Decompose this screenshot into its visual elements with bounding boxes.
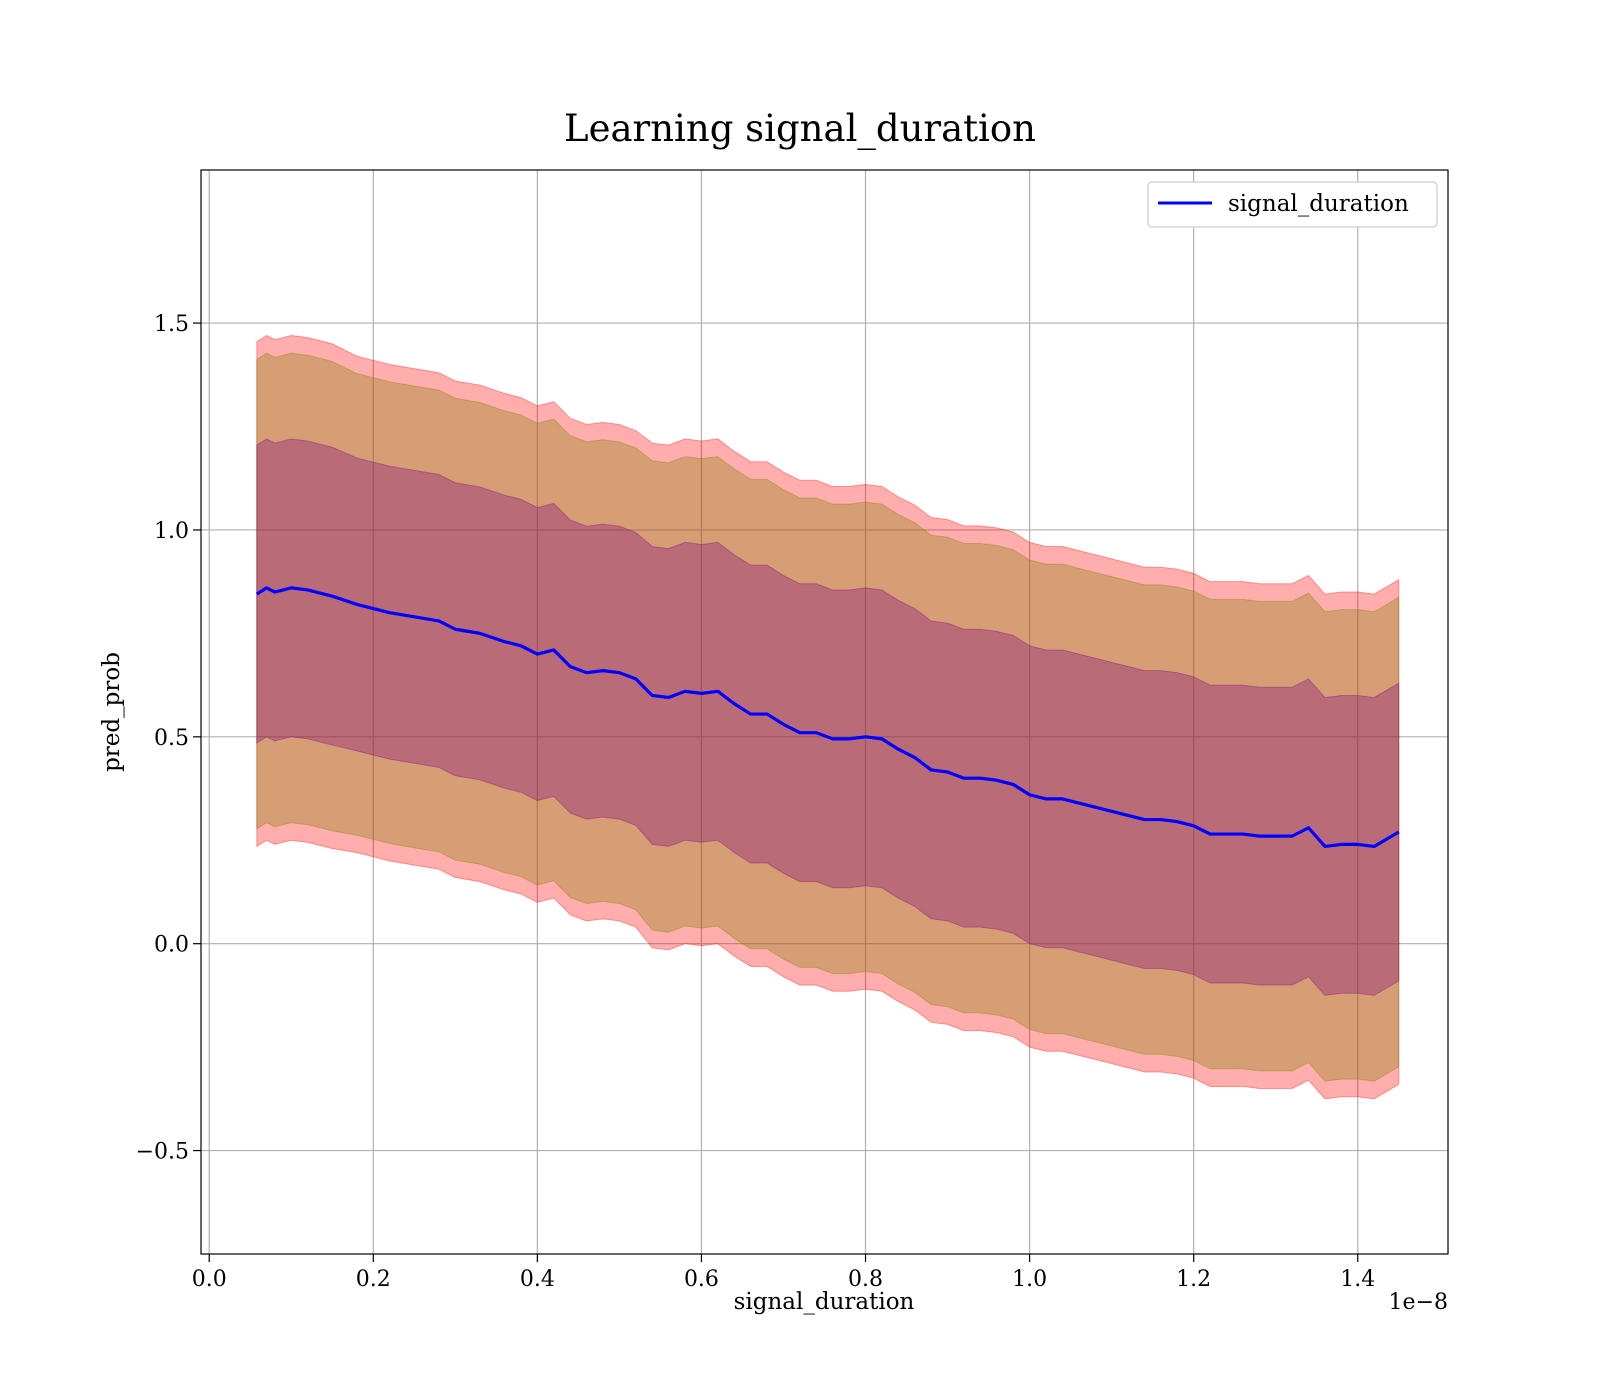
y-axis-label: pred_prob <box>99 652 125 772</box>
band-outer <box>256 334 1400 1100</box>
x-tick-label: 1.0 <box>1012 1267 1047 1292</box>
y-tick-label: 0.0 <box>154 933 189 958</box>
y-tick-label: −0.5 <box>136 1140 189 1165</box>
x-tick-label: 0.0 <box>192 1267 227 1292</box>
x-tick-label: 0.2 <box>356 1267 391 1292</box>
x-axis-label: signal_duration <box>734 1289 915 1315</box>
x-tick-label: 1.2 <box>1176 1267 1211 1292</box>
series-line-signal-duration <box>255 586 1400 849</box>
band-middle <box>256 352 1400 1082</box>
x-tick-label: 0.8 <box>848 1267 883 1292</box>
series-lines <box>255 586 1400 849</box>
y-tick-label: 1.0 <box>154 519 189 544</box>
x-tick-label: 0.6 <box>684 1267 719 1292</box>
legend: signal_duration <box>1147 181 1438 228</box>
confidence-bands <box>256 334 1400 1100</box>
plot-frame <box>200 169 1449 1255</box>
y-axis-ticks: −0.5 0.0 0.5 1.0 1.5 <box>136 312 201 1165</box>
x-axis-offset-label: 1e−8 <box>1389 1290 1448 1315</box>
legend-box <box>1147 181 1438 228</box>
x-tick-label: 1.4 <box>1340 1267 1375 1292</box>
chart-title: Learning signal_duration <box>564 107 1036 151</box>
x-tick-label: 0.4 <box>520 1267 555 1292</box>
y-tick-label: 0.5 <box>154 726 189 751</box>
x-axis-ticks: 0.0 0.2 0.4 0.6 0.8 1.0 1.2 1.4 <box>192 1254 1375 1292</box>
band-inner <box>256 438 1400 996</box>
y-tick-label: 1.5 <box>154 312 189 337</box>
legend-entry-signal-duration: signal_duration <box>1228 191 1409 217</box>
